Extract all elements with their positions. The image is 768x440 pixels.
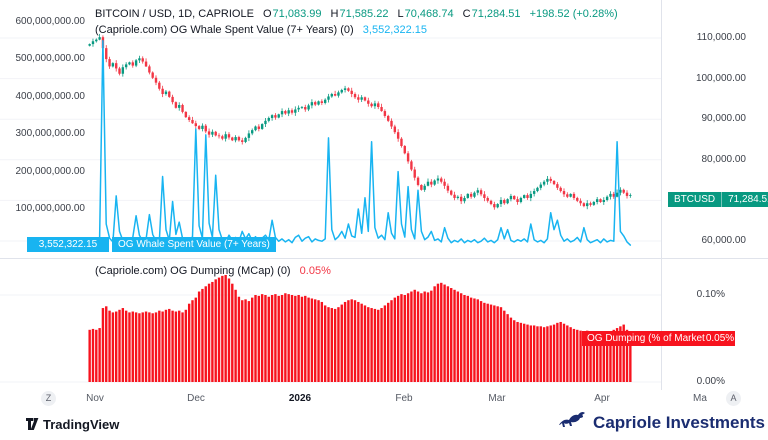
dumping-bars-series xyxy=(88,274,632,382)
time-tick-nov: Nov xyxy=(86,393,104,404)
left-axis-tick-label: 400,000,000.00 xyxy=(15,90,85,102)
low-label: L xyxy=(397,8,404,20)
capriole-watermark: Capriole Investments xyxy=(557,409,765,436)
badge-divider xyxy=(721,192,723,207)
left-axis-tick-label: 200,000,000.00 xyxy=(15,165,85,177)
close-value: 71,284.51 xyxy=(471,8,521,20)
symbol-title: BITCOIN / USD, 1D, CAPRIOLE xyxy=(95,8,254,20)
lower-axis-tick-label: 0.00% xyxy=(696,376,725,387)
low-value: 70,468.74 xyxy=(404,8,454,20)
time-tick-mar: Mar xyxy=(488,393,506,404)
whale-indicator-value: 3,552,322.15 xyxy=(362,24,428,36)
dumping-indicator-title: (Capriole.com) OG Dumping (MCap) (0) xyxy=(95,265,291,277)
btcusd-price-badge: BTCUSD 71,284.51 xyxy=(668,192,768,207)
auto-scale-button[interactable]: A xyxy=(726,391,741,406)
time-axis[interactable]: Z Nov Dec 2026 Feb Mar Apr Ma A xyxy=(0,390,768,408)
left-axis-tick-label: 600,000,000.00 xyxy=(15,16,85,27)
change-value: +198.52 (+0.28%) xyxy=(529,8,618,20)
right-axis-tick-label: 90,000.00 xyxy=(701,113,747,125)
open-label: O xyxy=(262,8,272,20)
whale-series-label: OG Whale Spent Value (7+ Years) xyxy=(112,237,276,252)
left-axis-tick-label: 300,000,000.00 xyxy=(15,128,85,140)
timezone-button[interactable]: Z xyxy=(41,391,56,406)
high-label: H xyxy=(330,8,339,20)
whale-indicator-legend-row[interactable]: (Capriole.com) OG Whale Spent Value (7+ … xyxy=(95,24,427,36)
lower-axis-tick-label: 0.10% xyxy=(696,289,725,300)
time-tick-dec: Dec xyxy=(187,393,205,404)
btcusd-badge-symbol: BTCUSD xyxy=(674,194,716,205)
panel-divider[interactable] xyxy=(0,258,768,259)
right-axis-tick-label: 80,000.00 xyxy=(701,153,747,165)
right-axis-tick-label: 60,000.00 xyxy=(701,235,747,246)
capriole-horse-icon xyxy=(557,409,587,436)
time-tick-feb: Feb xyxy=(395,393,413,404)
whale-line-series xyxy=(88,39,632,246)
dumping-series-label: OG Dumping (% of Market Cap) xyxy=(582,331,735,346)
price-scale-divider[interactable] xyxy=(661,0,662,390)
left-axis-tick-label: 500,000,000.00 xyxy=(15,53,85,65)
tradingview-logo-icon xyxy=(25,416,39,433)
tradingview-attribution[interactable]: TradingView xyxy=(25,416,119,433)
time-tick-ma: Ma xyxy=(693,393,707,404)
symbol-legend-row[interactable]: BITCOIN / USD, 1D, CAPRIOLE O71,083.99 H… xyxy=(95,8,618,20)
dumping-value-badge: 0.05% xyxy=(705,331,735,346)
right-axis-tick-label: 110,000.00 xyxy=(696,32,746,43)
right-axis-tick-label: 100,000.00 xyxy=(695,72,746,84)
high-value: 71,585.22 xyxy=(339,8,389,20)
dumping-indicator-legend-row[interactable]: (Capriole.com) OG Dumping (MCap) (0) 0.0… xyxy=(95,265,331,277)
whale-indicator-title: (Capriole.com) OG Whale Spent Value (7+ … xyxy=(95,24,354,36)
open-value: 71,083.99 xyxy=(272,8,322,20)
btcusd-badge-price: 71,284.51 xyxy=(728,194,768,205)
capriole-logo-text: Capriole Investments xyxy=(593,412,765,432)
left-axis-tick-label: 100,000,000.00 xyxy=(15,203,85,214)
close-label: C xyxy=(462,8,471,20)
candlestick-series xyxy=(88,33,632,210)
whale-value-badge: 3,552,322.15 xyxy=(27,237,109,252)
dumping-indicator-value: 0.05% xyxy=(299,265,331,277)
time-tick-2026: 2026 xyxy=(288,393,312,404)
time-tick-apr: Apr xyxy=(594,393,610,404)
tradingview-logo-text: TradingView xyxy=(43,417,120,432)
